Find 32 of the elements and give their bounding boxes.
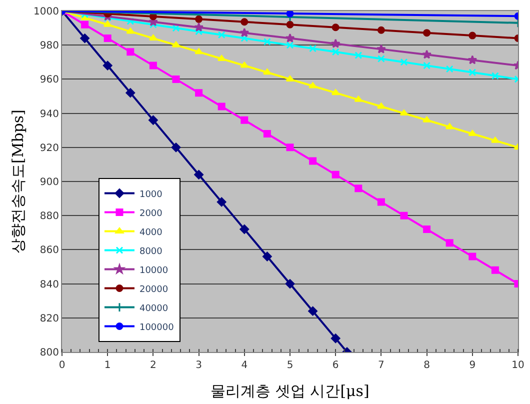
x-axis-title: 물리계층 셋업 시간[μs] bbox=[210, 382, 370, 400]
legend-label: 4000 bbox=[139, 228, 163, 238]
y-axis-title: 상향전송속도[Mbps] bbox=[8, 110, 27, 254]
x-tick-label: 10 bbox=[512, 360, 524, 371]
legend-label: 1000 bbox=[139, 190, 163, 200]
x-tick-label: 6 bbox=[332, 360, 339, 371]
x-tick-label: 5 bbox=[286, 360, 294, 371]
legend-label: 100000 bbox=[139, 322, 174, 333]
y-tick-label: 860 bbox=[40, 245, 59, 256]
x-tick-label: 2 bbox=[150, 360, 156, 371]
x-tick-label: 8 bbox=[424, 360, 430, 371]
y-tick-label: 900 bbox=[40, 177, 59, 188]
legend-label: 2000 bbox=[139, 208, 163, 219]
y-tick-label: 820 bbox=[40, 313, 59, 324]
y-tick-label: 940 bbox=[40, 108, 59, 120]
x-tick-label: 1 bbox=[104, 360, 111, 371]
legend-label: 20000 bbox=[139, 284, 168, 295]
x-tick-label: 0 bbox=[58, 360, 66, 371]
x-tick-label: 3 bbox=[196, 360, 202, 371]
y-tick-label: 960 bbox=[40, 74, 59, 86]
x-tick-label: 9 bbox=[469, 360, 476, 371]
y-tick-label: 840 bbox=[40, 279, 59, 290]
legend-label: 8000 bbox=[139, 246, 163, 257]
legend-label: 10000 bbox=[139, 266, 168, 276]
legend-label: 40000 bbox=[139, 304, 168, 314]
y-tick-label: 800 bbox=[40, 348, 59, 358]
y-tick-label: 920 bbox=[40, 142, 59, 154]
x-tick-label: 7 bbox=[378, 360, 384, 371]
y-tick-label: 1000 bbox=[34, 6, 59, 18]
x-tick-label: 4 bbox=[241, 360, 248, 371]
y-tick-label: 880 bbox=[40, 211, 59, 222]
y-tick-label: 980 bbox=[40, 40, 59, 52]
